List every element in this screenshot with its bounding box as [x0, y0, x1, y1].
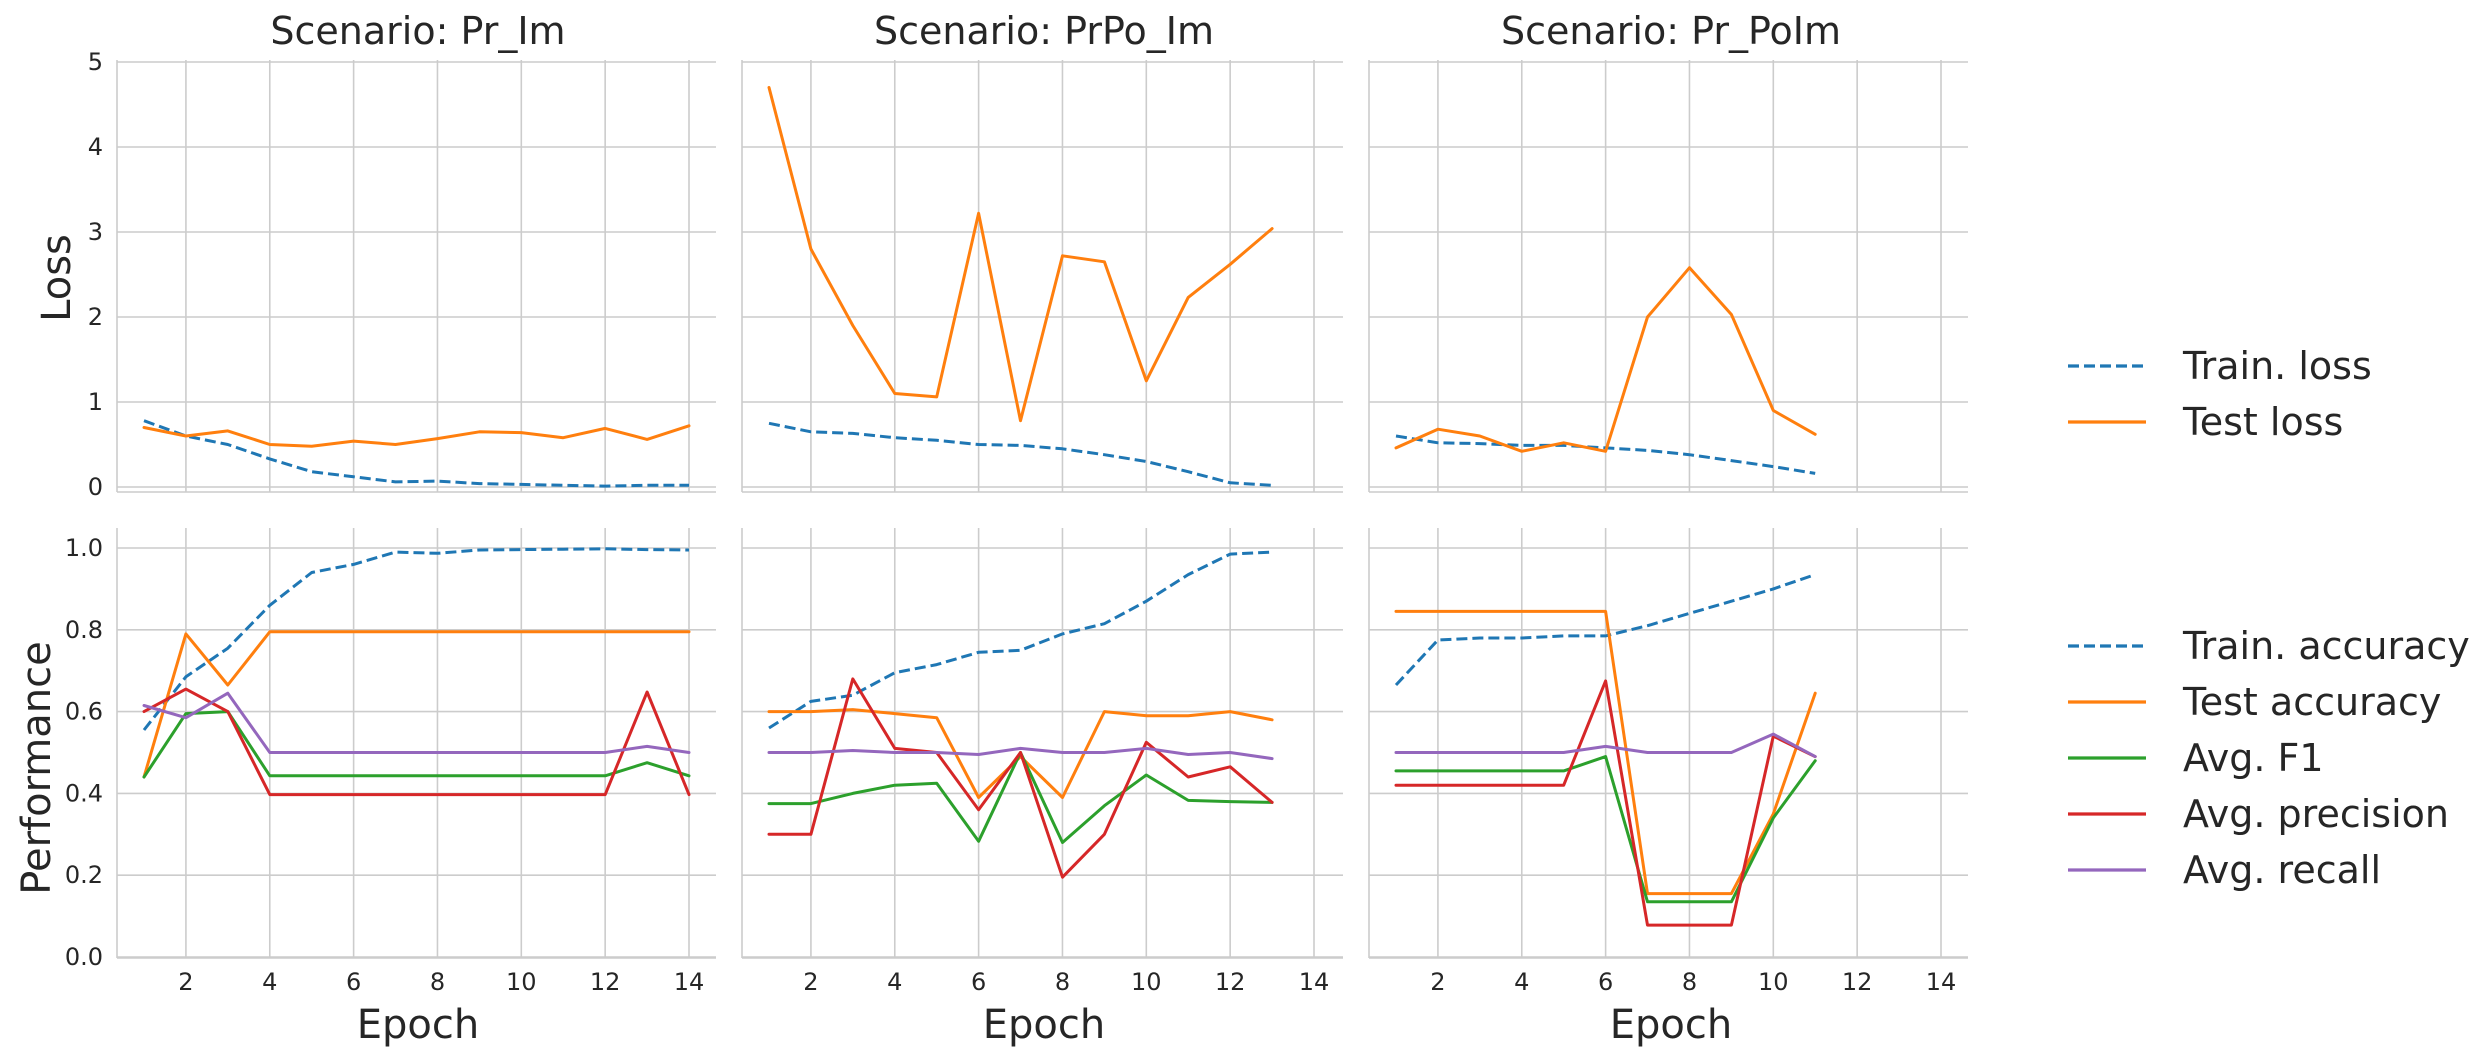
x-tick-label: 10 [1131, 968, 1162, 996]
y-tick-label: 1 [88, 388, 103, 416]
y-tick-label: 0.2 [65, 861, 103, 889]
legend-label: Test accuracy [2182, 680, 2441, 724]
legend-item: Avg. recall [2068, 848, 2381, 892]
y-tick-label: 1.0 [65, 534, 103, 562]
axes-loss-3 [1368, 60, 1968, 493]
x-tick-label: 8 [1055, 968, 1070, 996]
x-tick-label: 10 [506, 968, 537, 996]
x-tick-label: 12 [590, 968, 621, 996]
panel-title-3: Scenario: Pr_PoIm [1501, 9, 1841, 53]
legend-item: Test loss [2068, 400, 2343, 444]
y-tick-label: 4 [88, 133, 103, 161]
legend-label: Avg. F1 [2183, 736, 2324, 780]
loss-axis-label: Loss [34, 234, 80, 322]
y-tick-label: 0.4 [65, 779, 103, 807]
x-tick-label: 6 [346, 968, 361, 996]
x-tick-label: 2 [1430, 968, 1445, 996]
series-line-avg-recall [142, 691, 691, 754]
series-line-test-loss [142, 424, 691, 448]
series-line-train-loss [768, 421, 1273, 487]
x-tick-label: 14 [1299, 968, 1330, 996]
x-tick-label: 8 [430, 968, 445, 996]
y-tick-label: 5 [88, 48, 103, 76]
series-line-test-accuracy [142, 630, 691, 779]
legend-label: Avg. precision [2183, 792, 2449, 836]
legend-item: Train. accuracy [2068, 624, 2470, 668]
x-tick-label: 12 [1215, 968, 1246, 996]
series-line-avg-f1 [767, 751, 1274, 844]
y-tick-label: 2 [88, 303, 103, 331]
x-tick-label: 6 [1598, 968, 1613, 996]
legend-item: Avg. precision [2068, 792, 2449, 836]
y-tick-label: 0.8 [65, 616, 103, 644]
y-tick-label: 0.0 [65, 943, 103, 971]
series-line-avg-precision [1394, 679, 1817, 927]
x-tick-label: 2 [178, 968, 193, 996]
y-tick-label: 3 [88, 218, 103, 246]
legend-loss: Train. loss Test loss [2068, 344, 2372, 444]
performance-axis-label: Performance [14, 641, 60, 894]
legend-label: Test loss [2182, 400, 2343, 444]
x-tick-label: 4 [262, 968, 277, 996]
x-tick-label: 12 [1842, 968, 1873, 996]
series-line-test-loss [1394, 266, 1817, 453]
legend-performance: Train. accuracy Test accuracy Avg. F1 Avg. … [2068, 624, 2470, 892]
legend-item: Test accuracy [2068, 680, 2441, 724]
x-axis-label-1: Epoch [357, 1002, 479, 1048]
legend-item: Train. loss [2068, 344, 2372, 388]
series-line-train-loss [143, 419, 689, 488]
panel-title-2: Scenario: PrPo_Im [874, 9, 1214, 53]
x-tick-label: 6 [971, 968, 986, 996]
series-line-avg-precision [767, 677, 1274, 879]
legend-label: Train. accuracy [2182, 624, 2470, 668]
series-line-train-accuracy [142, 547, 690, 731]
x-tick-label: 14 [1926, 968, 1957, 996]
series-line-avg-f1 [142, 710, 691, 779]
x-axis-label-3: Epoch [1610, 1002, 1732, 1048]
x-tick-label: 4 [1514, 968, 1529, 996]
legend-area: Train. loss Test loss Train. accuracy Test … [2068, 344, 2470, 892]
axes-performance-2: 2 4 6 8 10 12 14 [741, 528, 1343, 996]
series-line-train-accuracy [1394, 573, 1816, 687]
axes-loss-1: 0 1 2 3 4 5 [88, 48, 716, 501]
axes-performance-1: 0.0 0.2 0.4 0.6 0.8 1.0 2 4 6 8 10 12 14 [65, 528, 716, 996]
legend-item: Avg. F1 [2068, 736, 2324, 780]
x-axis-label-2: Epoch [983, 1002, 1105, 1048]
x-tick-label: 10 [1758, 968, 1789, 996]
x-tick-label: 8 [1682, 968, 1697, 996]
axes-loss-2 [741, 60, 1343, 493]
series-line-avg-recall [767, 746, 1274, 761]
legend-label: Avg. recall [2183, 848, 2381, 892]
series-line-train-accuracy [768, 550, 1273, 730]
series-line-avg-precision [142, 687, 691, 797]
panel-title-1: Scenario: Pr_Im [270, 9, 565, 53]
legend-label: Train. loss [2182, 344, 2372, 388]
series-line-avg-recall [1394, 732, 1817, 759]
x-tick-label: 14 [674, 968, 705, 996]
x-tick-label: 4 [887, 968, 902, 996]
series-line-avg-f1 [1394, 755, 1817, 904]
axes-performance-3: 2 4 6 8 10 12 14 [1368, 528, 1968, 996]
y-tick-label: 0.6 [65, 698, 103, 726]
x-tick-label: 2 [803, 968, 818, 996]
series-line-test-loss [767, 86, 1274, 423]
y-tick-label: 0 [88, 473, 103, 501]
